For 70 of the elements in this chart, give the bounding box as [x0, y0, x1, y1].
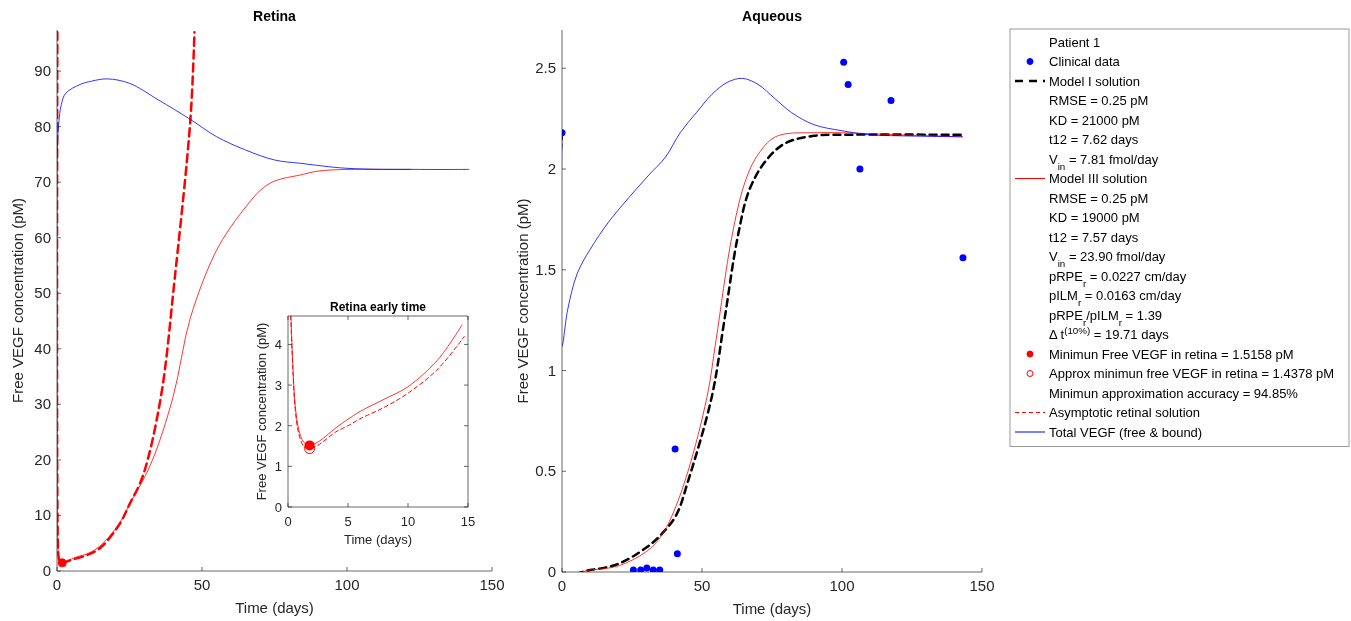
- text: t12 = 7.57 days: [1049, 229, 1139, 245]
- y-tick-label: 0: [42, 562, 51, 579]
- text: pRPE$_{r}$ = 0.0227 cm/day: [1049, 268, 1187, 288]
- y-tick-label: 4: [274, 337, 282, 353]
- x-tick-label: 10: [400, 514, 416, 529]
- text: KD = 19000 pM: [1049, 210, 1140, 225]
- point: [643, 564, 651, 572]
- legend-label: Clinical data: [1049, 54, 1121, 69]
- text: pILM$_{r}$ = 0.0163 cm/day: [1049, 288, 1182, 308]
- text: pRPE$_{r}$/pILM$_{r}$ = 1.39: [1049, 307, 1163, 327]
- x-tick-label: 0: [52, 576, 62, 593]
- y-tick-label: 3: [274, 378, 282, 394]
- text: RMSE = 0.25 pM: [1049, 190, 1149, 206]
- x-tick-label: 50: [693, 577, 711, 594]
- text: Approx minimun free VEGF in retina = 1.4378 pM: [1049, 366, 1335, 381]
- y-tick-label: 2: [274, 418, 282, 434]
- x-tick-label: 15: [460, 514, 476, 529]
- text: Asymptotic retinal solution: [1049, 405, 1201, 420]
- text: V$_{in}$ = 23.90 fmol/day: [1049, 249, 1166, 269]
- y-axis-title: Free VEGF concentration (pM): [9, 197, 26, 404]
- y-tick-label: 80: [34, 117, 51, 135]
- point: [673, 550, 681, 558]
- point: [629, 566, 637, 572]
- text: Minimun Free VEGF in retina = 1.5158 pM: [1049, 346, 1294, 362]
- y-tick-label: 0.5: [535, 462, 556, 480]
- x-tick-label: 150: [969, 577, 995, 594]
- point: [844, 80, 852, 88]
- text: Minimun approximation accuracy = 94.85%: [1049, 385, 1299, 401]
- x-tick-label: 0: [284, 514, 292, 529]
- y-tick-label: 1: [547, 361, 556, 379]
- y-axis-title: Free VEGF concentration (pM): [514, 198, 531, 404]
- y-tick-label: 50: [34, 284, 51, 302]
- text: t12 = 7.62 days: [1049, 132, 1139, 147]
- point: [887, 97, 895, 105]
- legend-label: Model I solution: [1049, 73, 1141, 89]
- point: [840, 58, 848, 66]
- y-tick-label: 60: [34, 228, 51, 246]
- y-tick-label: 0: [274, 500, 282, 515]
- x-tick-label: 100: [829, 577, 855, 594]
- y-tick-label: 1.5: [535, 260, 556, 278]
- y-tick-label: 2.5: [535, 59, 556, 77]
- legend-title: Patient 1: [1049, 34, 1101, 50]
- y-tick-label: 90: [34, 62, 51, 80]
- y-tick-label: 2: [547, 160, 556, 178]
- y-tick-label: 0: [547, 563, 556, 580]
- x-axis-title: Time (days): [732, 600, 812, 617]
- text: RMSE = 0.25 pM: [1049, 93, 1149, 108]
- y-tick-label: 70: [34, 173, 51, 191]
- legend-label: Total VEGF (free & bound): [1049, 424, 1203, 440]
- y-axis-title: Free VEGF concentration (pM): [254, 322, 269, 501]
- chart-title: Retina early time: [329, 300, 427, 314]
- chart-title: Aqueous: [742, 8, 803, 24]
- point: [671, 445, 679, 453]
- x-axis-title: Time (days): [343, 532, 413, 547]
- point: [856, 165, 864, 173]
- chart-title: Retina: [253, 8, 297, 24]
- x-tick-label: 50: [193, 576, 211, 593]
- x-tick-label: 100: [334, 576, 360, 593]
- y-tick-label: 20: [34, 450, 51, 468]
- x-tick-label: 150: [479, 576, 505, 593]
- x-axis-title: Time (days): [235, 599, 314, 616]
- y-tick-label: 40: [34, 339, 51, 357]
- y-tick-label: 30: [34, 395, 51, 413]
- line-series: [57, 78, 470, 170]
- point: [959, 254, 967, 262]
- x-tick-label: 5: [344, 514, 352, 529]
- legend-label: Model III solution: [1049, 171, 1148, 186]
- y-tick-label: 1: [274, 459, 282, 475]
- text: KD = 21000 pM: [1049, 112, 1140, 128]
- text: V$_{in}$ = 7.81 fmol/day: [1049, 151, 1159, 171]
